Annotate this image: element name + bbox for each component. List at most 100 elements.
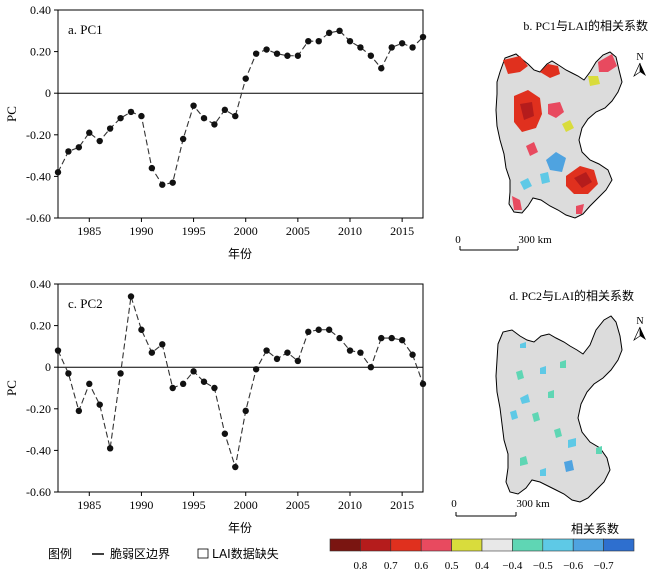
data-point [284, 349, 291, 356]
y-tick-label: 0 [45, 360, 51, 374]
data-point [315, 38, 322, 45]
data-point [325, 29, 333, 37]
x-tick-label: 2010 [338, 498, 362, 512]
colorbar-label: −0.7 [594, 560, 614, 572]
data-point [242, 407, 249, 415]
data-point [409, 44, 416, 51]
data-point [200, 114, 208, 122]
data-point [357, 44, 364, 51]
x-tick-label: 1990 [129, 498, 153, 512]
data-point [190, 368, 197, 375]
data-point [211, 121, 218, 128]
x-tick-label: 2000 [234, 224, 258, 238]
data-point [138, 326, 145, 333]
x-tick-label: 2005 [286, 498, 310, 512]
data-point [200, 378, 208, 385]
series-line [57, 296, 424, 468]
y-tick-label: -0.40 [26, 443, 51, 457]
map-title: b. PC1与LAI的相关系数 [523, 18, 648, 33]
correlation-patches [503, 54, 617, 214]
y-tick-label: 0.40 [30, 277, 51, 291]
series-line [57, 30, 424, 186]
y-tick-label: -0.20 [26, 128, 51, 142]
data-point [367, 52, 375, 59]
data-point [65, 148, 72, 155]
x-tick-label: 2000 [234, 498, 258, 512]
data-point [357, 349, 364, 356]
colorbar-swatch [603, 538, 635, 552]
y-axis: -0.60 -0.40 -0.20 0 0.20 0.40 [26, 277, 58, 499]
data-point [148, 164, 156, 172]
y-tick-label: -0.20 [26, 402, 51, 416]
data-point [388, 44, 395, 51]
data-point [336, 27, 343, 34]
colorbar-swatch [572, 538, 604, 552]
colorbar-label: 0.4 [475, 560, 489, 572]
data-point [54, 169, 62, 176]
data-point [211, 384, 218, 392]
x-tick-label: 1990 [129, 224, 153, 238]
plot-frame [57, 9, 424, 219]
map-title: d. PC2与LAI的相关系数 [509, 288, 634, 303]
data-point [273, 355, 281, 363]
data-point [127, 108, 135, 116]
x-axis-label: 年份 [228, 521, 252, 535]
data-point [221, 106, 229, 114]
svg-text:0: 0 [455, 234, 461, 246]
y-tick-label: -0.60 [26, 211, 51, 225]
data-point [232, 112, 239, 120]
data-point [190, 102, 197, 109]
correlation-patches [510, 342, 602, 476]
data-point [179, 135, 187, 143]
data-point [325, 326, 333, 333]
scale-bar: 0 300 km [451, 498, 550, 517]
colorbar-label: 0.7 [384, 560, 398, 572]
y-tick-label: -0.60 [26, 485, 51, 499]
x-tick-label: 1985 [77, 224, 101, 238]
legend: 图例 脆弱区边界 LAI数据缺失 相关系数 0.8 0.7 0.6 0.5 0.4 −0.… [48, 521, 635, 572]
data-point [96, 137, 103, 145]
data-point [378, 65, 385, 72]
data-point [305, 38, 312, 45]
data-point [242, 75, 249, 82]
data-point [398, 40, 406, 47]
colorbar-label: 0.5 [445, 560, 459, 572]
colorbar-swatch [360, 538, 392, 552]
data-point [65, 370, 72, 377]
data-point [346, 38, 354, 45]
data-point [336, 334, 343, 342]
data-point [127, 293, 135, 300]
data-point [96, 401, 103, 408]
colorbar-label: −0.4 [502, 560, 522, 572]
data-point [75, 407, 83, 415]
data-point [419, 380, 427, 388]
map-pc1-correlation: b. PC1与LAI的相关系数 N [455, 18, 648, 251]
y-tick-label: 0 [45, 86, 51, 100]
data-point [305, 328, 312, 336]
x-tick-label: 2010 [338, 224, 362, 238]
data-point [367, 364, 375, 371]
y-tick-label: 0.20 [30, 319, 51, 333]
region-boundary [495, 51, 623, 219]
series-pc2 [54, 293, 427, 471]
colorbar-label: 0.6 [414, 560, 428, 572]
colorbar-swatch [512, 538, 544, 552]
svg-text:300 km: 300 km [518, 234, 552, 246]
data-point [346, 347, 354, 354]
colorbar-swatch [481, 538, 513, 552]
data-point [263, 46, 270, 53]
colorbar-label: −0.5 [533, 560, 553, 572]
data-point [169, 384, 176, 392]
data-point [86, 380, 93, 388]
data-point [315, 326, 322, 333]
x-tick-label: 2015 [390, 224, 414, 238]
data-point [294, 52, 302, 59]
x-tick-label: 2005 [286, 224, 310, 238]
data-point [284, 52, 291, 59]
data-point [252, 50, 260, 57]
data-point [179, 380, 187, 388]
data-point [263, 347, 270, 354]
north-arrow-icon: N [633, 316, 646, 341]
colorbar-labels: 0.8 0.7 0.6 0.5 0.4 −0.4 −0.5 −0.6 −0.7 [354, 560, 615, 572]
